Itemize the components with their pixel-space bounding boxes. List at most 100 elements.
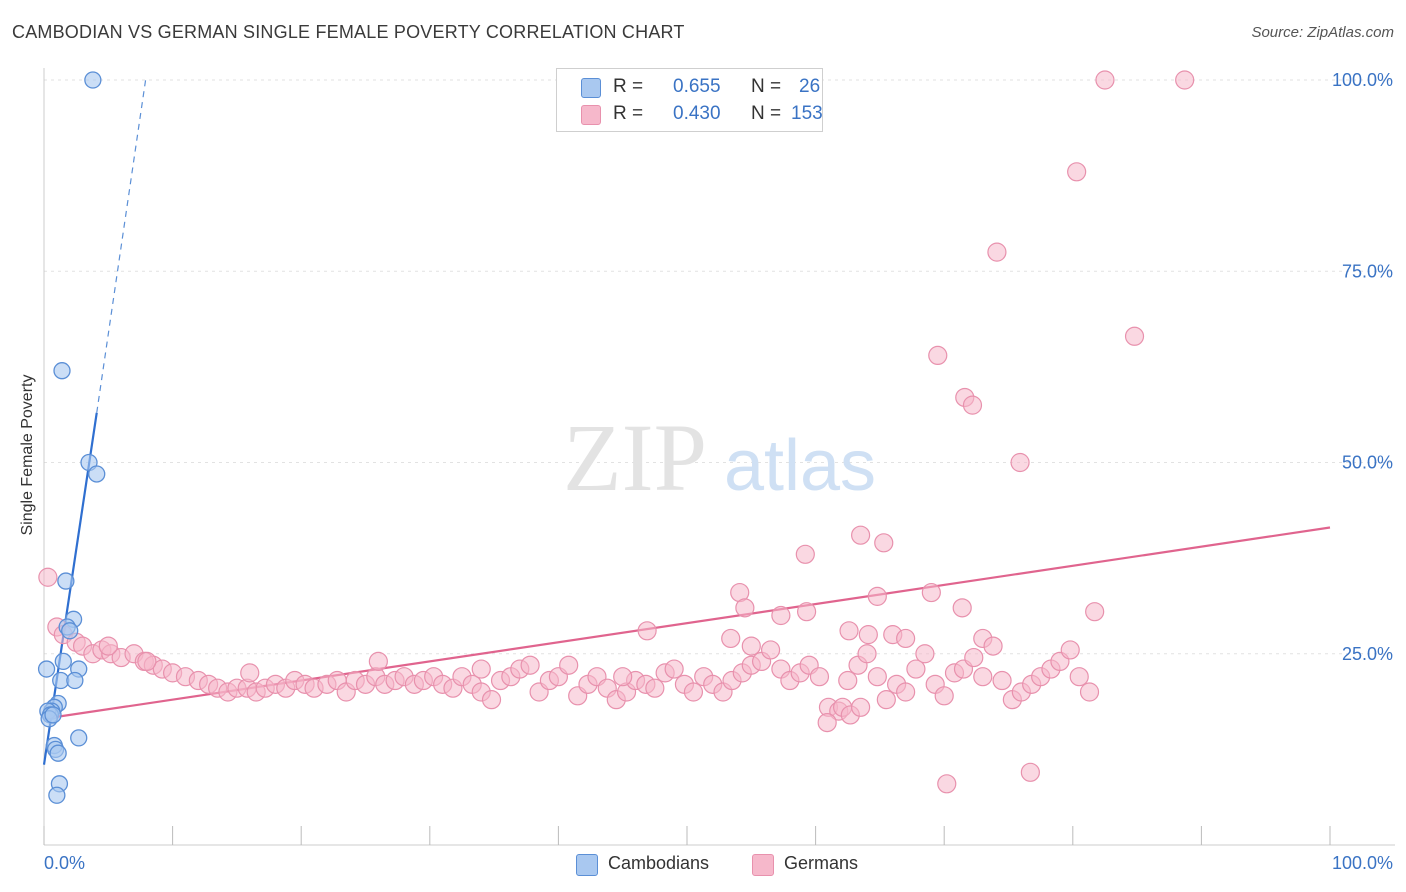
data-point-germans [1067, 162, 1087, 182]
data-point-germans [637, 621, 657, 641]
data-point-germans [973, 667, 993, 687]
data-point-germans [876, 690, 896, 710]
data-point-cambodians [53, 362, 71, 380]
data-point-germans [520, 655, 540, 675]
data-point-germans [915, 644, 935, 664]
data-point-germans [645, 678, 665, 698]
data-point-germans [1010, 452, 1030, 473]
bottom-legend-swatch-cambodians [576, 854, 598, 876]
data-point-germans [937, 774, 957, 794]
data-point-cambodians [57, 572, 75, 590]
data-point-germans [858, 625, 878, 645]
y-tick-label: 75.0% [1342, 261, 1393, 281]
data-point-germans [735, 598, 755, 618]
data-point-germans [795, 544, 815, 564]
data-point-cambodians [88, 465, 106, 483]
legend-r-value: 0.430 [673, 103, 721, 124]
legend-n-label: N = [751, 76, 782, 97]
data-point-germans [983, 636, 1003, 656]
legend-swatch-germans [581, 105, 601, 125]
bottom-legend-swatch-germans [752, 854, 774, 876]
data-point-germans [987, 242, 1007, 262]
bottom-legend-label: Germans [784, 853, 859, 873]
grid-lines [44, 79, 1395, 655]
data-point-germans [839, 621, 859, 641]
data-point-germans [1095, 70, 1115, 90]
data-point-germans [1020, 762, 1040, 782]
chart-source: Source: ZipAtlas.com [1251, 24, 1394, 41]
data-point-germans [98, 636, 118, 656]
data-point-germans [471, 659, 491, 679]
data-point-germans [1085, 602, 1105, 622]
legend-swatch-cambodians [581, 78, 601, 98]
trend-line-cambodians-extension [96, 79, 147, 413]
bottom-legend-label: Cambodians [608, 853, 710, 873]
data-point-germans [137, 651, 157, 672]
watermark-zip: ZIP [563, 404, 707, 511]
data-point-germans [851, 697, 871, 717]
legend-n-value: 26 [799, 76, 821, 97]
data-point-germans [874, 533, 894, 553]
data-point-germans [809, 667, 830, 687]
data-point-germans [838, 670, 858, 691]
legend-n-label: N = [751, 103, 782, 124]
watermark-atlas: atlas [724, 426, 876, 506]
data-point-germans [771, 605, 791, 626]
data-point-cambodians [54, 652, 72, 671]
x-tick-label: 0.0% [44, 853, 85, 873]
data-point-cambodians [66, 671, 84, 690]
data-point-germans [721, 628, 741, 649]
data-point-germans [857, 644, 877, 664]
data-point-germans [796, 602, 817, 622]
data-point-germans [934, 686, 954, 706]
data-point-cambodians [84, 71, 102, 89]
data-point-germans [992, 670, 1012, 691]
data-point-germans [896, 682, 916, 702]
data-point-germans [867, 586, 887, 606]
legend-n-value: 153 [791, 103, 823, 124]
data-point-cambodians [49, 744, 67, 762]
data-point-cambodians [70, 729, 88, 747]
y-tick-label: 50.0% [1342, 453, 1393, 473]
data-point-germans [481, 690, 502, 710]
data-point-germans [906, 659, 926, 679]
chart-title: CAMBODIAN VS GERMAN SINGLE FEMALE POVERT… [12, 22, 685, 42]
data-point-germans [38, 567, 58, 587]
data-point-cambodians [61, 622, 79, 640]
data-point-germans [962, 395, 983, 415]
data-point-germans [1069, 667, 1089, 687]
data-point-germans [817, 712, 837, 733]
data-point-germans [368, 651, 388, 672]
data-point-germans [964, 647, 984, 668]
axes [43, 68, 1395, 846]
data-point-germans [867, 667, 887, 687]
data-point-germans [896, 628, 916, 649]
y-tick-label: 100.0% [1332, 70, 1393, 90]
data-point-germans [952, 598, 972, 618]
data-point-cambodians [37, 660, 56, 678]
data-point-cambodians [44, 706, 62, 724]
data-point-germans [1124, 326, 1145, 346]
data-point-germans [1079, 682, 1100, 702]
stats-legend: R = 0.655 N = 26 R = 0.430 N = 153 [556, 68, 823, 132]
legend-r-label: R = [613, 103, 644, 124]
legend-r-value: 0.655 [673, 76, 721, 97]
data-point-germans [928, 345, 948, 365]
data-point-germans [851, 525, 871, 545]
data-point-germans [741, 636, 761, 656]
data-point-germans [664, 659, 684, 679]
x-tick-label: 100.0% [1332, 853, 1393, 873]
data-points [37, 70, 1195, 804]
data-point-germans [559, 655, 579, 675]
data-point-germans [240, 663, 260, 683]
y-tick-label: 25.0% [1342, 644, 1393, 664]
data-point-cambodians [48, 786, 66, 804]
data-point-germans [1175, 70, 1195, 90]
data-point-germans [613, 667, 633, 687]
legend-r-label: R = [613, 76, 644, 97]
data-point-germans [760, 640, 781, 660]
tick-labels: 25.0% 50.0% 75.0% 100.0% 0.0% 100.0% [44, 70, 1393, 873]
data-point-germans [683, 682, 704, 702]
data-point-germans [921, 582, 941, 603]
